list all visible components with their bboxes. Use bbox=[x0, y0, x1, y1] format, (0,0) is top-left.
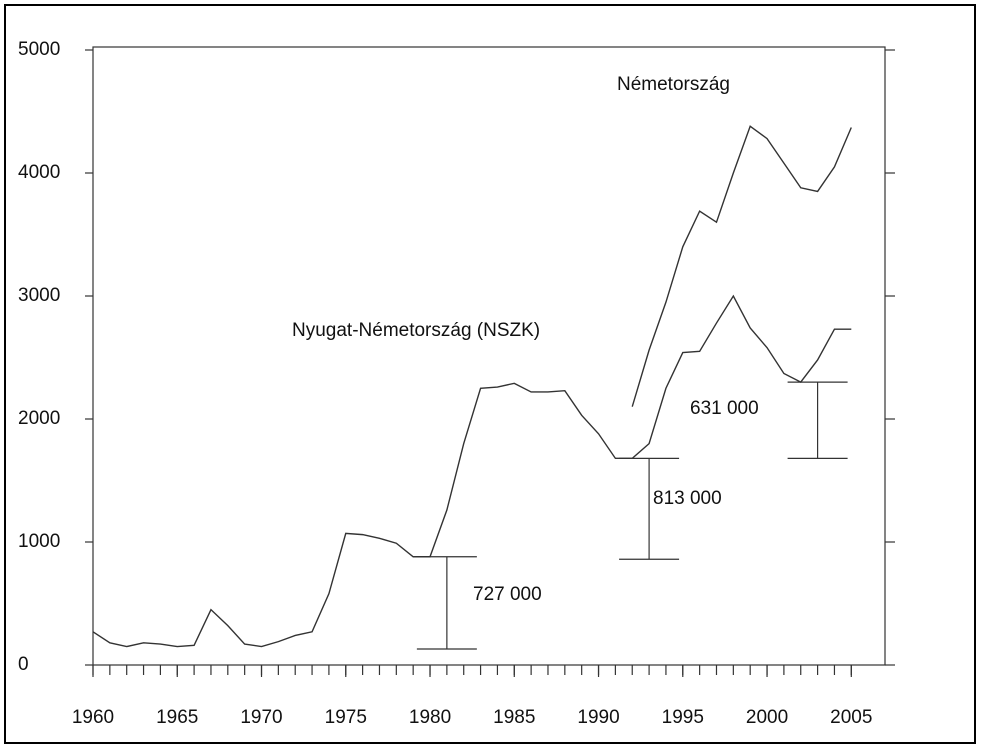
x-tick-label: 1995 bbox=[662, 707, 704, 728]
range-label: 813 000 bbox=[653, 488, 722, 509]
y-tick-label: 5000 bbox=[18, 39, 60, 60]
y-tick-label: 0 bbox=[18, 654, 29, 675]
x-tick-label: 1985 bbox=[493, 707, 535, 728]
plot-area bbox=[92, 46, 886, 666]
y-tick-label: 1000 bbox=[18, 531, 60, 552]
x-tick-label: 1960 bbox=[72, 707, 114, 728]
x-tick-label: 1970 bbox=[240, 707, 282, 728]
y-tick-label: 2000 bbox=[18, 408, 60, 429]
x-tick-label: 1975 bbox=[325, 707, 367, 728]
x-tick-label: 2000 bbox=[746, 707, 788, 728]
range-label: 727 000 bbox=[473, 584, 542, 605]
series-line bbox=[631, 125, 852, 407]
x-tick-label: 2005 bbox=[830, 707, 872, 728]
series-line bbox=[92, 294, 852, 648]
range-label: 631 000 bbox=[690, 398, 759, 419]
frame bbox=[4, 4, 976, 744]
series-label: Nyugat-Németország (NSZK) bbox=[292, 320, 540, 341]
y-tick-label: 3000 bbox=[18, 285, 60, 306]
y-tick-label: 4000 bbox=[18, 162, 60, 183]
x-tick-label: 1990 bbox=[577, 707, 619, 728]
x-tick-label: 1965 bbox=[156, 707, 198, 728]
series-label: Németország bbox=[617, 74, 730, 95]
x-tick-label: 1980 bbox=[409, 707, 451, 728]
